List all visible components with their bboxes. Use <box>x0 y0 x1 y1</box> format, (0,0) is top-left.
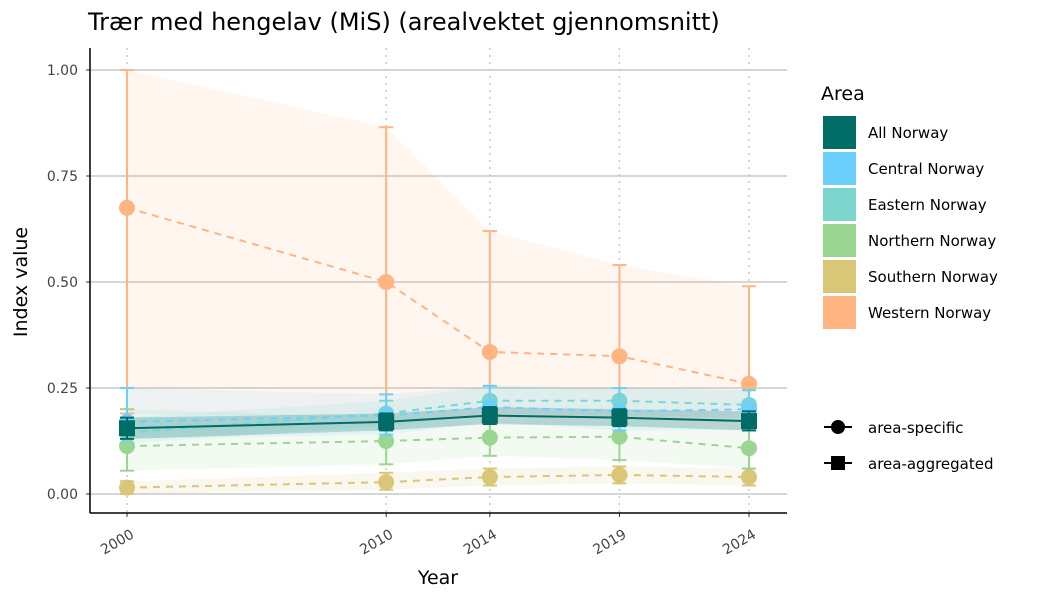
data-point <box>378 474 395 491</box>
legend-key <box>823 296 856 329</box>
x-tick-label: 2024 <box>720 527 759 559</box>
y-tick-label: 0.00 <box>47 487 78 503</box>
legend-key <box>823 224 856 257</box>
ci-band <box>127 407 749 439</box>
data-point <box>611 348 628 365</box>
x-tick-label: 2019 <box>591 527 630 559</box>
data-point <box>741 375 757 392</box>
data-point <box>378 274 395 290</box>
ci-band <box>127 70 749 431</box>
legend-label: Eastern Norway <box>868 196 987 214</box>
legend-label: Central Norway <box>868 160 984 178</box>
x-tick-label: 2000 <box>98 527 137 559</box>
y-tick-label: 0.50 <box>47 275 78 291</box>
legend-shape-label: area-specific <box>868 419 964 437</box>
data-point <box>481 407 498 424</box>
x-tick-label: 2014 <box>461 527 500 559</box>
data-point <box>481 469 498 486</box>
series-line <box>126 406 750 423</box>
data-point <box>378 433 395 449</box>
x-tick-label: 2010 <box>357 527 396 559</box>
legend-label: Western Norway <box>868 304 991 322</box>
legend-key <box>823 116 856 149</box>
series-line <box>126 435 750 450</box>
data-point <box>119 438 135 455</box>
data-point <box>611 428 628 445</box>
legend-label: Northern Norway <box>868 232 996 250</box>
data-point <box>611 409 628 426</box>
legend-title: Area <box>821 83 865 105</box>
data-point <box>378 413 395 430</box>
data-point <box>119 420 135 437</box>
legend-shape-label: area-aggregated <box>868 455 994 473</box>
data-point <box>481 343 498 360</box>
legend-key <box>823 188 856 221</box>
legend-key <box>823 152 856 185</box>
data-point <box>119 479 135 496</box>
data-point <box>119 199 135 216</box>
legend-label: All Norway <box>868 124 948 142</box>
x-axis-label: Year <box>417 567 458 589</box>
data-point <box>741 440 757 457</box>
y-tick-label: 1.00 <box>47 63 78 79</box>
ci-band <box>127 385 749 444</box>
y-tick-label: 0.25 <box>47 381 78 397</box>
legend-circle-icon <box>831 420 845 434</box>
data-point <box>741 469 757 486</box>
chart-title: Trær med hengelav (MiS) (arealvektet gje… <box>87 8 720 36</box>
y-tick-label: 0.75 <box>47 169 78 185</box>
series-line <box>126 473 750 489</box>
y-axis-label: Index value <box>10 227 32 337</box>
ci-band <box>127 385 749 439</box>
data-point <box>481 429 498 446</box>
legend-label: Southern Norway <box>868 268 998 286</box>
ci-band <box>127 466 749 494</box>
data-point <box>611 466 628 483</box>
legend-key <box>823 260 856 293</box>
legend-square-icon <box>831 456 845 470</box>
data-point <box>741 413 757 430</box>
